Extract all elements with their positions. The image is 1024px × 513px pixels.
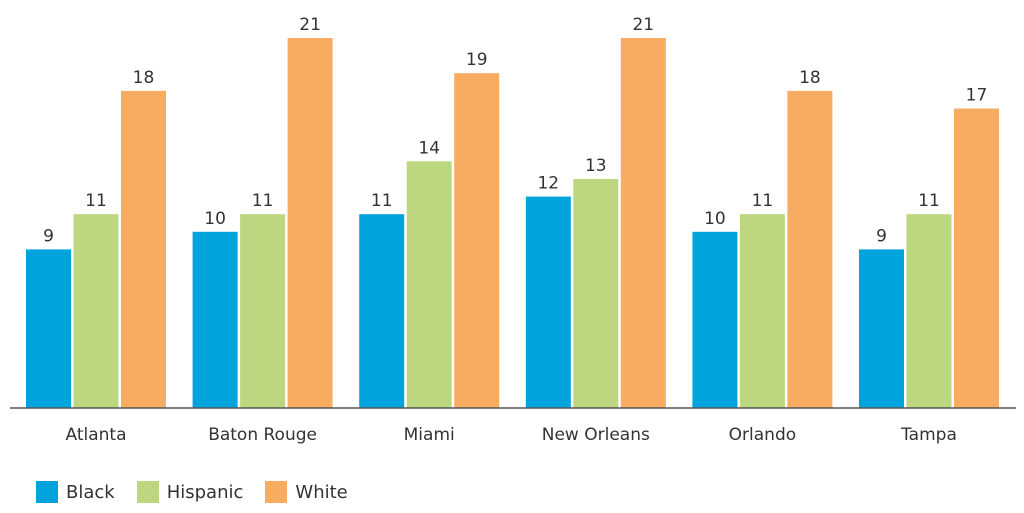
value-label-orlando-hispanic: 11 [752,191,774,211]
legend-label-white: White [295,481,348,503]
bar-chart: 9 11 18 10 11 21 11 14 19 12 13 21 10 11 18 9 11 17 Atlan… [10,15,1016,445]
legend-swatch-white [265,481,288,503]
legend-swatch-black [36,481,58,503]
value-label-baton-rouge-black: 10 [204,209,226,229]
value-label-atlanta-white: 18 [133,68,155,88]
category-label-new-orleans: New Orleans [542,425,650,445]
bars-group [26,38,999,409]
value-label-atlanta-black: 9 [43,226,54,246]
bar-miami-black [359,214,405,408]
legend: Black Hispanic White [36,481,370,503]
value-label-orlando-white: 18 [799,68,821,88]
legend-swatch-hispanic [136,481,159,503]
bar-tampa-hispanic [906,214,952,408]
legend-item-black: Black [36,481,115,503]
value-labels-group: 9 11 18 10 11 21 11 14 19 12 13 21 10 11 18 9 11 17 [43,15,987,246]
value-label-miami-white: 19 [466,50,488,70]
bar-atlanta-white [121,90,166,409]
bar-new-orleans-hispanic [573,179,619,408]
bar-orlando-black [692,231,738,408]
bar-baton-rouge-black [192,231,238,408]
bar-tampa-white [954,108,999,408]
bar-atlanta-hispanic [73,214,119,408]
value-label-tampa-hispanic: 11 [918,191,940,211]
category-label-atlanta: Atlanta [66,425,127,445]
value-label-tampa-black: 9 [876,226,887,246]
bar-tampa-black [859,249,904,408]
bar-new-orleans-black [525,196,571,408]
bar-miami-hispanic [406,161,452,408]
value-label-new-orleans-white: 21 [632,15,654,35]
category-labels-group: Atlanta Baton Rouge Miami New Orleans Orland… [66,425,957,445]
legend-item-white: White [265,481,348,503]
legend-label-black: Black [66,481,115,503]
value-label-baton-rouge-white: 21 [299,15,321,35]
value-label-atlanta-hispanic: 11 [85,191,107,211]
value-label-tampa-white: 17 [966,86,988,106]
bar-miami-white [454,73,500,408]
bar-new-orleans-white [620,38,666,408]
value-label-miami-black: 11 [371,191,393,211]
legend-label-hispanic: Hispanic [166,481,244,503]
legend-item-hispanic: Hispanic [136,481,244,503]
bar-baton-rouge-white [287,38,333,408]
value-label-new-orleans-black: 12 [537,174,559,194]
category-label-baton-rouge: Baton Rouge [208,425,317,445]
value-label-miami-hispanic: 14 [418,138,440,158]
bar-orlando-hispanic [739,214,785,408]
category-label-miami: Miami [404,425,455,445]
bar-orlando-white [787,90,833,409]
bar-baton-rouge-hispanic [240,214,286,408]
bar-atlanta-black [26,249,71,408]
value-label-baton-rouge-hispanic: 11 [252,191,274,211]
category-label-orlando: Orlando [729,425,796,445]
value-label-orlando-black: 10 [704,209,726,229]
value-label-new-orleans-hispanic: 13 [585,156,607,176]
category-label-tampa: Tampa [900,425,957,445]
